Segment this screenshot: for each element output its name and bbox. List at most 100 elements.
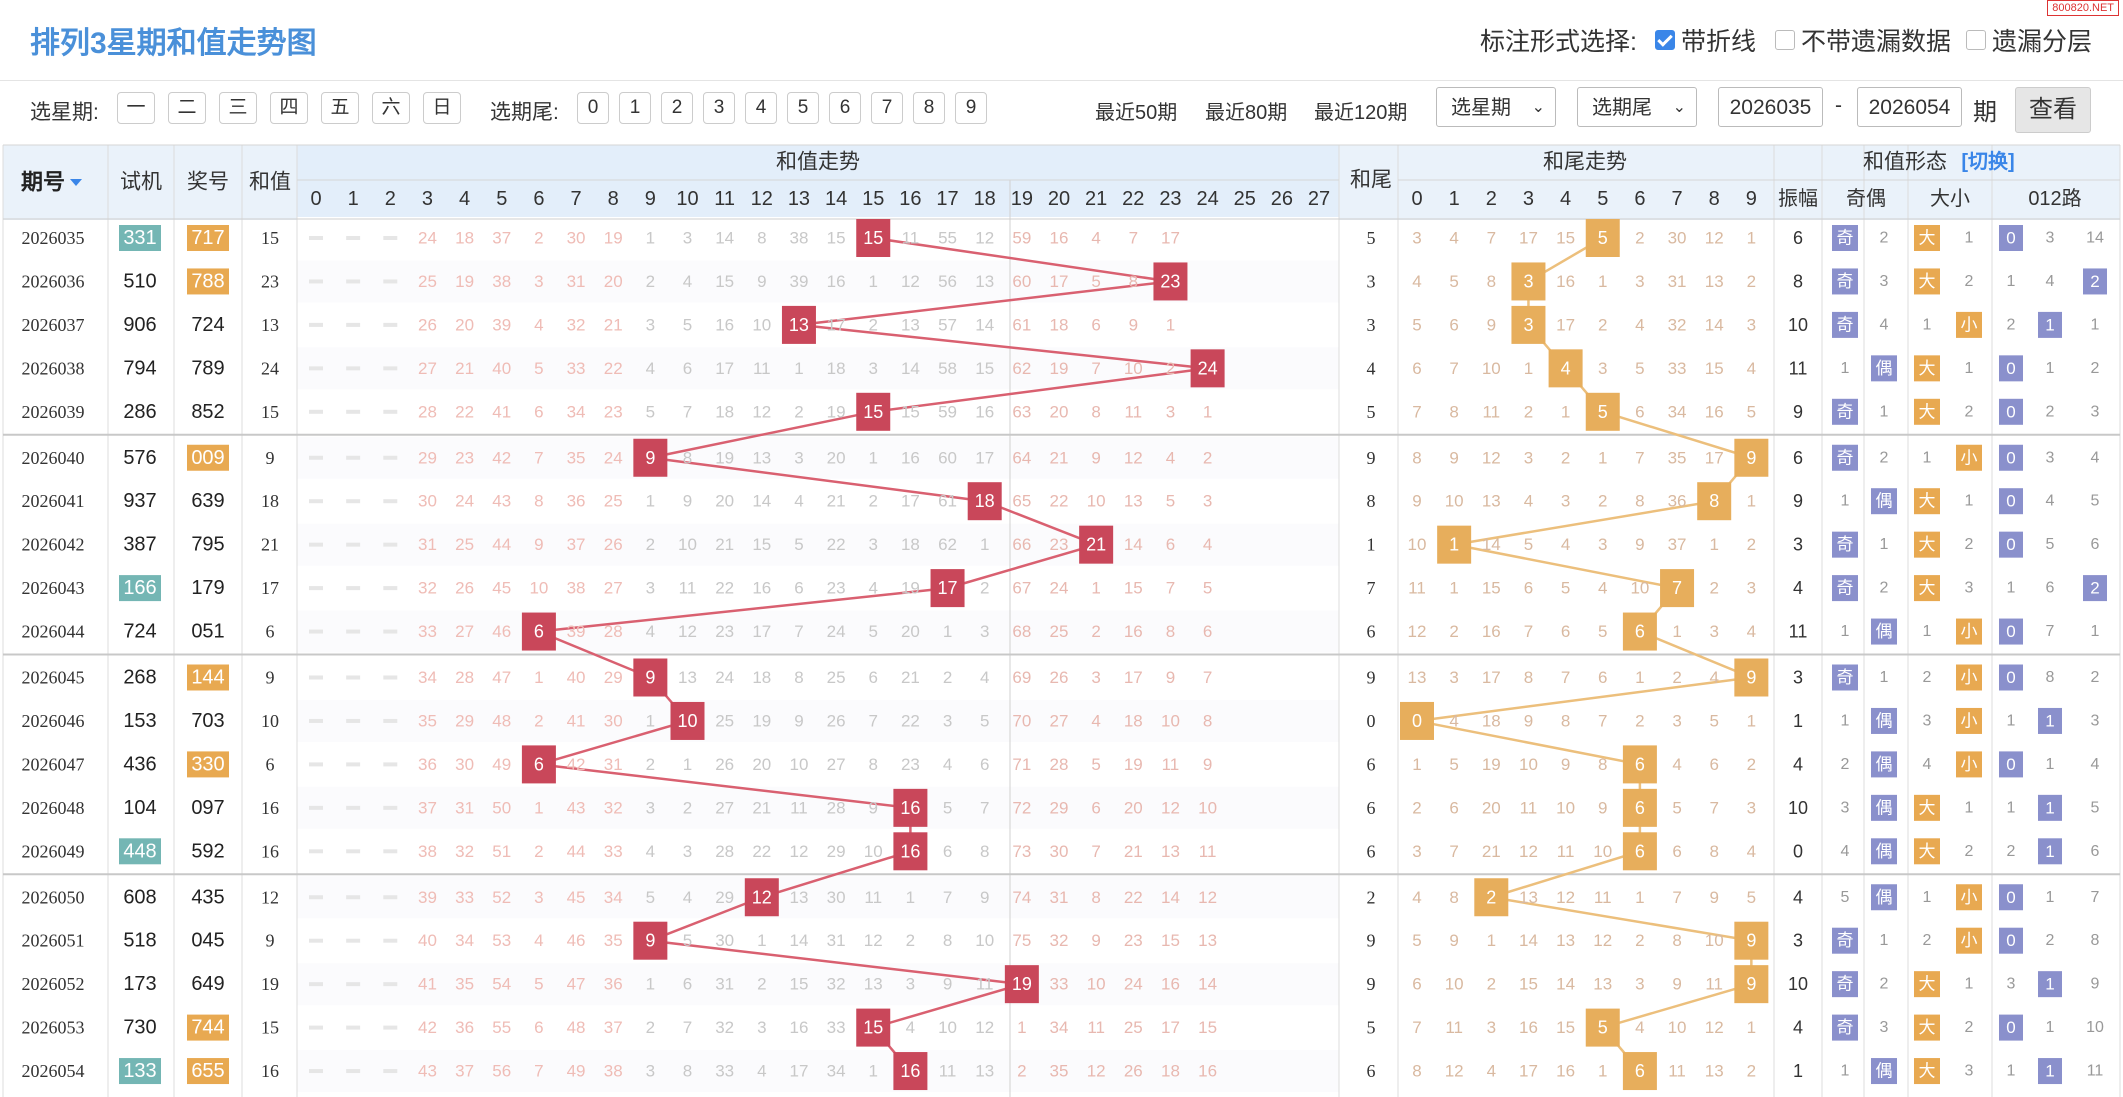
sum-miss-value: 4 xyxy=(646,359,655,378)
sum-miss-value: 9 xyxy=(1129,315,1138,334)
sum-miss-value: 35 xyxy=(567,448,586,467)
recent-120-link[interactable]: 最近120期 xyxy=(1314,102,1408,124)
sum-miss-value: 31 xyxy=(455,798,474,817)
road-value: 0 xyxy=(2006,1018,2015,1037)
sort-desc-icon[interactable] xyxy=(70,179,82,186)
tail-miss-value: 12 xyxy=(1705,1018,1724,1037)
tail-miss-value: 3 xyxy=(1635,272,1644,291)
tail-chip[interactable]: 1 xyxy=(619,92,651,124)
sum-miss-value: 16 xyxy=(1050,229,1069,248)
sum-miss-value: 12 xyxy=(1124,448,1143,467)
issue-from-input[interactable]: 2026035 xyxy=(1718,87,1823,127)
switch-link[interactable]: [切换] xyxy=(1961,149,2014,173)
tail-miss-value: 5 xyxy=(1412,931,1421,950)
row-band xyxy=(297,610,1339,653)
sum-miss-value: 17 xyxy=(1161,1018,1180,1037)
tail-chip[interactable]: 0 xyxy=(577,92,609,124)
sum-hit-value: 13 xyxy=(789,315,809,335)
recent-80-link[interactable]: 最近80期 xyxy=(1205,102,1288,124)
sum-miss-value: 2 xyxy=(794,402,803,421)
tail-chip[interactable]: 6 xyxy=(829,92,861,124)
amplitude-value: 3 xyxy=(1793,535,1803,555)
sum-shape-head: 和值形态 xyxy=(1863,151,1947,174)
tail-chip[interactable]: 8 xyxy=(913,92,945,124)
checkbox-icon-checked[interactable] xyxy=(1655,30,1675,50)
weekday-chip[interactable]: 五 xyxy=(321,92,359,124)
option-miss-layers[interactable]: 遗漏分层 xyxy=(1966,22,2092,58)
option-no-miss-data[interactable]: 不带遗漏数据 xyxy=(1775,22,1951,58)
issue-to-input[interactable]: 2026054 xyxy=(1857,87,1962,127)
oddeven-miss: 2 xyxy=(1880,449,1889,466)
tail-chip[interactable]: 5 xyxy=(787,92,819,124)
tail-chip[interactable]: 9 xyxy=(955,92,987,124)
sum-miss-value: 15 xyxy=(715,272,734,291)
weekday-select[interactable]: 选星期 ⌄ xyxy=(1436,87,1556,127)
sum-miss-value: 24 xyxy=(715,668,734,687)
faint-mark xyxy=(383,366,398,371)
recent-50-link[interactable]: 最近50期 xyxy=(1095,102,1178,124)
checkbox-icon[interactable] xyxy=(1775,30,1795,50)
sum-miss-value: 51 xyxy=(492,842,511,861)
weekday-chip[interactable]: 四 xyxy=(270,92,308,124)
weekday-chip[interactable]: 六 xyxy=(372,92,410,124)
tail-hit-marker xyxy=(1548,349,1583,388)
sum-miss-value: 4 xyxy=(683,272,692,291)
big-badge xyxy=(1914,1014,1940,1041)
tail-miss-value: 8 xyxy=(1449,888,1458,907)
sum-miss-value: 29 xyxy=(715,888,734,907)
tail-miss-value: 11 xyxy=(1520,798,1538,817)
sum-hit-marker xyxy=(1153,262,1188,301)
sum-miss-value: 1 xyxy=(794,359,803,378)
sum-miss-value: 2 xyxy=(646,755,655,774)
tail-select[interactable]: 选期尾 ⌄ xyxy=(1577,87,1697,127)
checkbox-icon[interactable] xyxy=(1966,30,1986,50)
sum-miss-value: 10 xyxy=(789,755,808,774)
sum-miss-value: 8 xyxy=(1091,402,1100,421)
tail-chip[interactable]: 2 xyxy=(661,92,693,124)
sum-miss-value: 23 xyxy=(901,755,920,774)
sum-miss-value: 9 xyxy=(869,798,878,817)
sum-miss-value: 32 xyxy=(1050,931,1069,950)
weekday-chip[interactable]: 三 xyxy=(219,92,257,124)
sum-hit-marker xyxy=(633,438,668,477)
sum-miss-value: 11 xyxy=(902,229,920,248)
even-label: 偶 xyxy=(1876,1062,1893,1081)
sum-hit-marker xyxy=(1079,525,1114,564)
sum-miss-value: 1 xyxy=(869,448,878,467)
bigsmall-miss: 2 xyxy=(1923,669,1932,686)
tail-miss-value: 35 xyxy=(1668,448,1687,467)
amplitude-value: 9 xyxy=(1793,402,1803,422)
road-value: 0 xyxy=(2006,535,2015,554)
amplitude-value: 6 xyxy=(1793,448,1803,468)
oddeven-miss: 3 xyxy=(1880,273,1889,290)
big-label: 大 xyxy=(1919,402,1936,421)
sum-miss-value: 10 xyxy=(1161,711,1180,730)
tail-miss-value: 8 xyxy=(1487,272,1496,291)
tail-hit-value: 6 xyxy=(1635,1061,1645,1081)
option-with-line[interactable]: 带折线 xyxy=(1655,22,1756,58)
weekday-chip[interactable]: 日 xyxy=(423,92,461,124)
issue-number: 2026038 xyxy=(22,358,85,378)
sum-miss-value: 23 xyxy=(455,448,474,467)
amplitude-value: 3 xyxy=(1793,931,1803,951)
amplitude-value: 3 xyxy=(1793,668,1803,688)
sum-hit-value: 9 xyxy=(645,931,655,951)
issue-number: 2026037 xyxy=(22,315,85,335)
tail-chip[interactable]: 3 xyxy=(703,92,735,124)
tail-value: 6 xyxy=(1367,841,1376,861)
query-button[interactable]: 查看 xyxy=(2015,87,2091,133)
tail-value: 5 xyxy=(1367,1018,1376,1038)
row-band xyxy=(297,919,1339,962)
sum-miss-value: 11 xyxy=(939,1062,957,1081)
sum-miss-value: 15 xyxy=(1161,931,1180,950)
tail-chip[interactable]: 4 xyxy=(745,92,777,124)
sum-miss-value: 3 xyxy=(646,798,655,817)
weekday-chip[interactable]: 二 xyxy=(168,92,206,124)
weekday-chip[interactable]: 一 xyxy=(117,92,155,124)
prize-number: 097 xyxy=(191,797,224,819)
tail-chip[interactable]: 7 xyxy=(871,92,903,124)
prize-number: 179 xyxy=(191,577,224,599)
sum-miss-value: 31 xyxy=(604,755,623,774)
road-value: 0 xyxy=(2006,888,2015,907)
sum-miss-value: 7 xyxy=(794,622,803,641)
